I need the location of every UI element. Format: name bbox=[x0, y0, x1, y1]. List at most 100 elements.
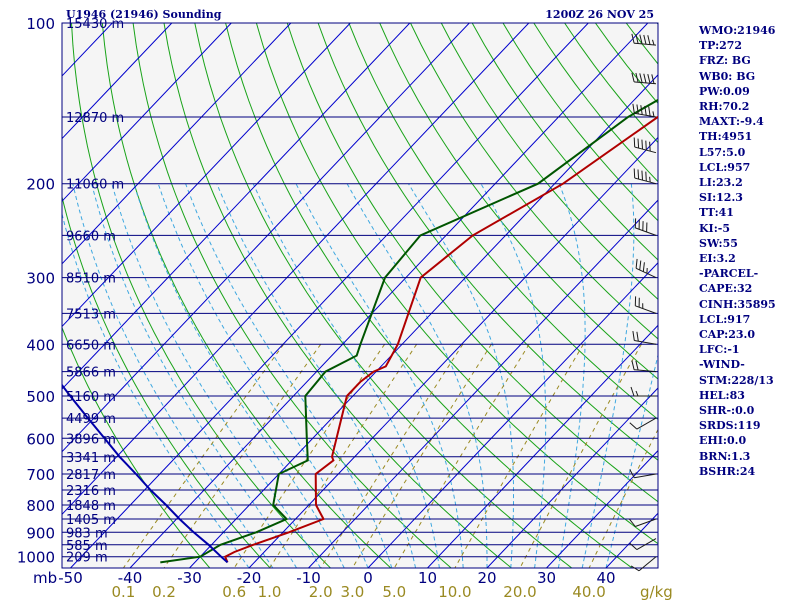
pressure-label: 1000 bbox=[17, 549, 55, 567]
mixing-ratio-unit-label: g/kg bbox=[640, 583, 673, 600]
isotherms bbox=[62, 23, 658, 568]
index-entry: -PARCEL- bbox=[699, 267, 759, 281]
index-entry: -WIND- bbox=[699, 358, 745, 372]
pressure-label: 800 bbox=[26, 497, 55, 515]
pressure-label: 200 bbox=[26, 176, 55, 194]
moist-adiabat bbox=[133, 183, 345, 568]
time-title: 1200Z 26 NOV 25 bbox=[545, 8, 654, 21]
barb-flag bbox=[635, 72, 639, 83]
isotherm bbox=[62, 23, 292, 265]
plot-background bbox=[62, 23, 658, 568]
moist-adiabat bbox=[480, 183, 547, 568]
height-label: 6650 m bbox=[66, 338, 116, 353]
index-entry: BSHR:24 bbox=[699, 464, 756, 478]
wind-barbs bbox=[629, 33, 657, 572]
barb-flag bbox=[641, 139, 643, 150]
barb-staff bbox=[638, 556, 657, 572]
wind-barb bbox=[631, 33, 657, 46]
index-entry: LCL:957 bbox=[699, 160, 751, 174]
barb-flag bbox=[639, 260, 642, 271]
mixing-ratio-line bbox=[393, 344, 530, 568]
index-entry: TT:41 bbox=[699, 206, 734, 220]
wind-barb bbox=[629, 538, 657, 551]
barb-flag bbox=[645, 140, 647, 151]
pressure-label: 500 bbox=[26, 388, 55, 406]
index-entry: MAXT:-9.4 bbox=[699, 115, 764, 129]
wind-barb bbox=[632, 331, 657, 345]
mixing-ratio-line bbox=[163, 344, 322, 568]
dry-adiabat bbox=[286, 23, 658, 503]
moist-adiabat bbox=[557, 183, 586, 568]
barb-flag bbox=[635, 258, 638, 269]
height-label: 3896 m bbox=[66, 432, 116, 447]
barb-flag bbox=[630, 386, 635, 397]
mixing-ratio-label: 5.0 bbox=[382, 583, 406, 600]
mixing-ratio-label: 3.0 bbox=[340, 583, 364, 600]
barb-flag bbox=[644, 105, 647, 116]
dry-adiabat bbox=[471, 23, 658, 261]
index-entry: PW:0.09 bbox=[699, 84, 750, 98]
temperature-tick-label: 30 bbox=[537, 569, 556, 587]
isotherm bbox=[308, 199, 658, 568]
dry-adiabat bbox=[379, 23, 658, 380]
barb-flag bbox=[633, 168, 636, 179]
wind-barb bbox=[632, 103, 657, 118]
barb-flag bbox=[649, 141, 651, 152]
barb-flag bbox=[629, 422, 638, 430]
index-entry: WMO:21946 bbox=[699, 24, 776, 37]
index-entry: LI:23.2 bbox=[699, 176, 743, 190]
mixing-ratio-line bbox=[320, 344, 464, 568]
barb-flag bbox=[641, 170, 643, 181]
mixing-ratio-line bbox=[519, 344, 642, 568]
wind-barb bbox=[629, 518, 657, 527]
mixing-ratio-line bbox=[454, 344, 584, 568]
height-label: 7513 m bbox=[66, 307, 116, 322]
index-entry: CAPE:32 bbox=[699, 282, 753, 296]
mixing-ratio-label: 2.0 bbox=[309, 583, 333, 600]
mixing-ratio-line bbox=[588, 428, 658, 568]
pressure-label: 100 bbox=[26, 15, 55, 33]
isotherm bbox=[62, 23, 470, 453]
barb-flag bbox=[639, 73, 643, 83]
height-label: 1405 m bbox=[66, 513, 116, 528]
temperature-tick-label: 40 bbox=[596, 569, 615, 587]
moist-adiabat bbox=[295, 183, 464, 568]
barb-flag bbox=[635, 34, 639, 44]
barb-staff bbox=[635, 518, 657, 527]
barb-flag bbox=[643, 73, 647, 84]
isotherm bbox=[62, 23, 173, 140]
height-label: 11060 m bbox=[66, 178, 124, 193]
isotherm bbox=[62, 23, 351, 328]
barb-flag bbox=[647, 35, 651, 45]
barb-flag bbox=[640, 105, 643, 115]
moist-adiabat bbox=[346, 183, 488, 568]
height-label: 1848 m bbox=[66, 499, 116, 514]
moist-adiabat bbox=[157, 183, 369, 568]
barb-flag bbox=[629, 469, 635, 479]
isotherm bbox=[70, 23, 589, 568]
isotherm bbox=[62, 23, 411, 390]
temperature-tick-label: -30 bbox=[177, 569, 202, 587]
moist-adiabat bbox=[581, 183, 635, 568]
stability-index-panel: WMO:21946 TP:272 FRZ: BG WB0: BG PW:0.09 RH:7… bbox=[699, 23, 799, 479]
moist-adiabat bbox=[252, 183, 440, 568]
barb-flag bbox=[632, 103, 635, 114]
barb-flag bbox=[631, 33, 635, 44]
index-entry: TP:272 bbox=[699, 39, 743, 53]
temperature-tick-label: 10 bbox=[418, 569, 437, 587]
pressure-label: 400 bbox=[26, 336, 55, 354]
barb-half-flag bbox=[652, 39, 655, 46]
index-entry: LCL:917 bbox=[699, 312, 751, 326]
dry-adiabat bbox=[62, 194, 271, 568]
barb-staff bbox=[634, 473, 657, 479]
index-entry: L57:5.0 bbox=[699, 145, 746, 159]
index-entry: CINH:35895 bbox=[699, 297, 776, 311]
barb-flag bbox=[637, 169, 640, 180]
temperature-tick-label: 0 bbox=[363, 569, 373, 587]
barb-half-flag bbox=[649, 176, 651, 183]
index-entry: SHR-:0.0 bbox=[699, 404, 755, 418]
barb-flag bbox=[636, 331, 639, 342]
barb-half-flag bbox=[652, 111, 655, 117]
mixing-ratio-label: 0.1 bbox=[111, 583, 135, 600]
wind-barb bbox=[630, 556, 657, 572]
